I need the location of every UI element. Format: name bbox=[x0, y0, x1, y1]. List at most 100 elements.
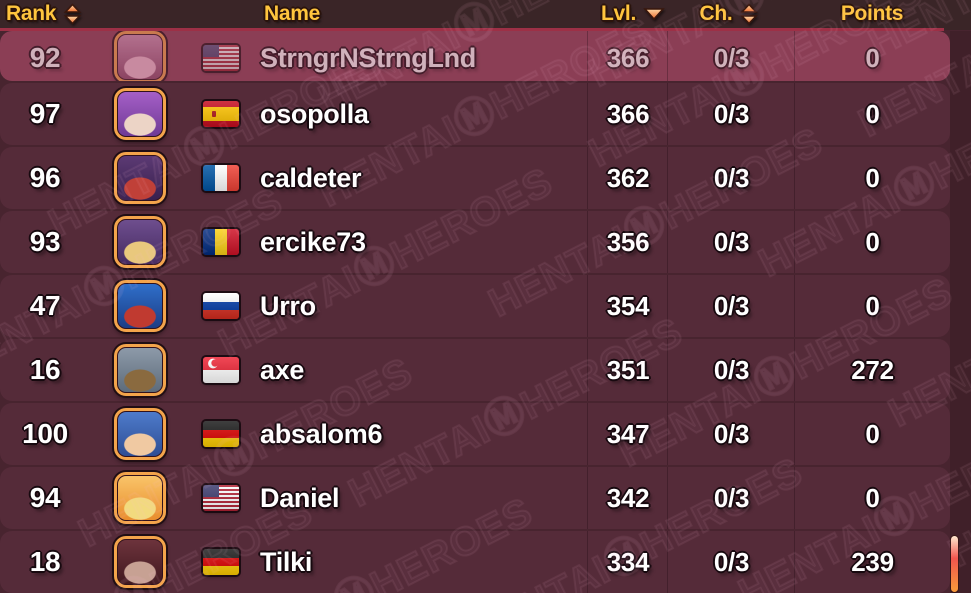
player-name: absalom6 bbox=[260, 418, 383, 449]
column-header-level[interactable]: Lvl. bbox=[601, 0, 665, 28]
name-column-label: Name bbox=[264, 2, 320, 25]
player-name: Urro bbox=[260, 290, 316, 321]
level-value: 334 bbox=[606, 546, 650, 577]
challenge-value: 0/3 bbox=[713, 354, 750, 385]
table-row[interactable]: 92 StrngrNStrngLnd 366 0/3 0 bbox=[0, 31, 950, 81]
country-flag-icon bbox=[203, 229, 239, 255]
player-name: osopolla bbox=[260, 98, 369, 129]
country-flag-icon bbox=[203, 357, 239, 383]
column-header-name[interactable]: Name bbox=[264, 0, 320, 28]
level-value: 362 bbox=[606, 162, 650, 193]
scrollbar-thumb[interactable] bbox=[951, 536, 958, 592]
player-avatar[interactable] bbox=[114, 31, 166, 81]
avatar-image bbox=[118, 220, 162, 264]
table-row[interactable]: 100 absalom6 347 0/3 0 bbox=[0, 403, 950, 465]
player-avatar[interactable] bbox=[114, 408, 166, 460]
table-row[interactable]: 18 Tilki 334 0/3 239 bbox=[0, 531, 950, 593]
column-header-challenge[interactable]: Ch. bbox=[700, 0, 759, 28]
player-name: axe bbox=[260, 354, 305, 385]
challenge-value: 0/3 bbox=[713, 42, 750, 73]
country-flag-icon bbox=[203, 45, 239, 71]
challenge-value: 0/3 bbox=[713, 482, 750, 513]
challenge-value: 0/3 bbox=[713, 546, 750, 577]
sort-both-icon[interactable] bbox=[63, 3, 82, 25]
sort-desc-icon[interactable] bbox=[643, 7, 665, 21]
avatar-image bbox=[118, 540, 162, 584]
player-avatar[interactable] bbox=[114, 536, 166, 588]
level-value: 354 bbox=[606, 290, 650, 321]
level-column-label: Lvl. bbox=[601, 2, 636, 25]
points-value: 0 bbox=[865, 226, 880, 257]
table-row[interactable]: 96 caldeter 362 0/3 0 bbox=[0, 147, 950, 209]
country-flag-icon bbox=[203, 421, 239, 447]
rank-value: 97 bbox=[29, 98, 61, 129]
avatar-image bbox=[118, 412, 162, 456]
player-name: Tilki bbox=[260, 546, 313, 577]
rank-value: 94 bbox=[29, 482, 61, 513]
points-column-label: Points bbox=[840, 2, 904, 25]
rank-column-label: Rank bbox=[6, 2, 57, 25]
leaderboard-header: Rank Name Lvl. Ch. Points bbox=[0, 0, 971, 30]
avatar-image bbox=[118, 476, 162, 520]
table-row[interactable]: 94 Daniel 342 0/3 0 bbox=[0, 467, 950, 529]
column-header-rank[interactable]: Rank bbox=[6, 0, 82, 28]
table-row[interactable]: 16 axe 351 0/3 272 bbox=[0, 339, 950, 401]
challenge-value: 0/3 bbox=[713, 290, 750, 321]
level-value: 366 bbox=[606, 98, 650, 129]
level-value: 351 bbox=[606, 354, 650, 385]
challenge-value: 0/3 bbox=[713, 418, 750, 449]
challenge-column-label: Ch. bbox=[699, 2, 733, 25]
avatar-image bbox=[118, 156, 162, 200]
player-name: StrngrNStrngLnd bbox=[260, 42, 476, 73]
challenge-value: 0/3 bbox=[713, 98, 750, 129]
player-avatar[interactable] bbox=[114, 216, 166, 268]
country-flag-icon bbox=[203, 549, 239, 575]
country-flag-icon bbox=[203, 165, 239, 191]
avatar-image bbox=[118, 348, 162, 392]
rank-value: 96 bbox=[29, 162, 61, 193]
player-avatar[interactable] bbox=[114, 344, 166, 396]
avatar-image bbox=[118, 35, 162, 79]
player-name: ercike73 bbox=[260, 226, 366, 257]
avatar-image bbox=[118, 92, 162, 136]
country-flag-icon bbox=[203, 293, 239, 319]
points-value: 272 bbox=[851, 354, 894, 385]
rank-value: 100 bbox=[22, 418, 68, 449]
player-name: caldeter bbox=[260, 162, 362, 193]
avatar-image bbox=[118, 284, 162, 328]
table-row[interactable]: 47 Urro 354 0/3 0 bbox=[0, 275, 950, 337]
scrollbar-track[interactable] bbox=[950, 31, 971, 593]
level-value: 342 bbox=[606, 482, 650, 513]
level-value: 356 bbox=[606, 226, 650, 257]
country-flag-icon bbox=[203, 485, 239, 511]
leaderboard-rows: 92 StrngrNStrngLnd 366 0/3 0 97 osopolla… bbox=[0, 31, 950, 593]
table-row[interactable]: 97 osopolla 366 0/3 0 bbox=[0, 83, 950, 145]
points-value: 0 bbox=[865, 290, 880, 321]
rank-value: 93 bbox=[29, 226, 61, 257]
level-value: 347 bbox=[606, 418, 650, 449]
player-avatar[interactable] bbox=[114, 88, 166, 140]
rank-value: 47 bbox=[29, 290, 61, 321]
points-value: 0 bbox=[865, 418, 880, 449]
table-row[interactable]: 93 ercike73 356 0/3 0 bbox=[0, 211, 950, 273]
player-name: Daniel bbox=[260, 482, 340, 513]
header-divider bbox=[0, 28, 944, 31]
rank-value: 92 bbox=[29, 42, 61, 73]
challenge-value: 0/3 bbox=[713, 162, 750, 193]
points-value: 0 bbox=[865, 98, 880, 129]
challenge-value: 0/3 bbox=[713, 226, 750, 257]
rank-value: 16 bbox=[29, 354, 61, 385]
points-value: 0 bbox=[865, 482, 880, 513]
points-value: 239 bbox=[851, 546, 894, 577]
sort-both-icon[interactable] bbox=[739, 3, 758, 25]
level-value: 366 bbox=[606, 42, 650, 73]
points-value: 0 bbox=[865, 42, 880, 73]
player-avatar[interactable] bbox=[114, 472, 166, 524]
player-avatar[interactable] bbox=[114, 152, 166, 204]
column-header-points[interactable]: Points bbox=[840, 0, 904, 28]
points-value: 0 bbox=[865, 162, 880, 193]
rank-value: 18 bbox=[29, 546, 61, 577]
country-flag-icon bbox=[203, 101, 239, 127]
player-avatar[interactable] bbox=[114, 280, 166, 332]
